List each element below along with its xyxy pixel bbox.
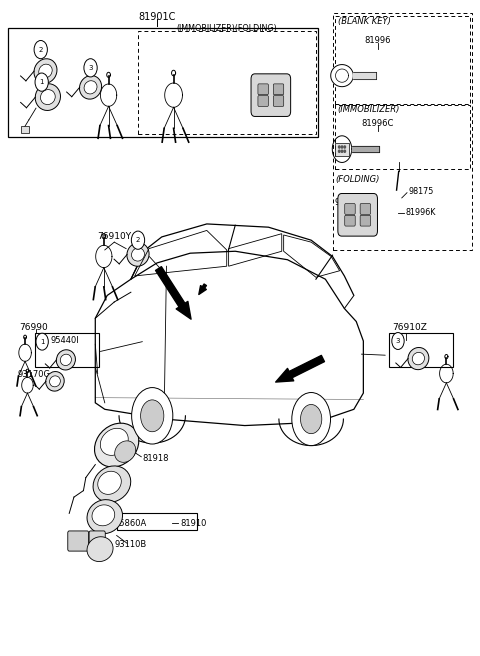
Ellipse shape (87, 500, 122, 533)
FancyBboxPatch shape (338, 194, 377, 236)
Text: 81996K: 81996K (405, 209, 435, 217)
Text: 81919: 81919 (138, 431, 164, 440)
Circle shape (132, 231, 144, 249)
Circle shape (392, 333, 404, 350)
Text: 3: 3 (396, 338, 400, 344)
Bar (138, 31, 316, 134)
Ellipse shape (93, 466, 131, 502)
Ellipse shape (115, 441, 136, 462)
Text: 76910Y: 76910Y (97, 232, 132, 241)
Ellipse shape (46, 371, 64, 391)
Ellipse shape (40, 90, 55, 104)
Circle shape (341, 150, 343, 152)
Text: 1: 1 (40, 338, 45, 344)
Text: 2: 2 (38, 47, 43, 52)
Ellipse shape (35, 84, 60, 110)
Text: 2: 2 (136, 237, 140, 243)
FancyArrowPatch shape (156, 267, 191, 319)
Bar (35, 333, 99, 367)
Ellipse shape (87, 537, 113, 562)
Text: 98175: 98175 (408, 187, 434, 196)
Ellipse shape (60, 354, 72, 365)
Polygon shape (331, 64, 353, 87)
Circle shape (344, 146, 346, 148)
Bar (117, 514, 197, 529)
Circle shape (338, 146, 340, 148)
Ellipse shape (56, 350, 75, 370)
Circle shape (338, 150, 340, 152)
Text: 81910: 81910 (180, 519, 207, 527)
Bar (389, 333, 454, 367)
Bar (21, 127, 29, 133)
FancyBboxPatch shape (273, 84, 284, 94)
FancyBboxPatch shape (345, 215, 355, 226)
Bar (335, 105, 470, 169)
Circle shape (84, 59, 97, 77)
Text: 95760: 95760 (335, 198, 361, 207)
Circle shape (34, 41, 48, 59)
Text: (IMMOBILIZER): (IMMOBILIZER) (338, 105, 400, 114)
Text: 3: 3 (88, 65, 93, 71)
FancyBboxPatch shape (360, 203, 371, 215)
Text: (IMMOBILIZER)(FOLDING): (IMMOBILIZER)(FOLDING) (177, 24, 277, 33)
Text: 76990: 76990 (19, 323, 48, 333)
Text: 1: 1 (39, 79, 44, 85)
Ellipse shape (80, 75, 102, 99)
Ellipse shape (34, 59, 57, 83)
FancyBboxPatch shape (273, 96, 284, 106)
Ellipse shape (98, 471, 121, 495)
FancyBboxPatch shape (360, 215, 371, 226)
Circle shape (141, 400, 164, 432)
Ellipse shape (84, 81, 97, 94)
Text: 76910Z: 76910Z (392, 323, 427, 333)
Circle shape (292, 392, 331, 445)
Ellipse shape (39, 64, 52, 78)
Ellipse shape (127, 243, 149, 266)
Text: 81996: 81996 (364, 36, 391, 45)
FancyBboxPatch shape (68, 531, 89, 551)
FancyBboxPatch shape (258, 84, 268, 94)
FancyBboxPatch shape (89, 531, 105, 548)
Ellipse shape (408, 348, 429, 370)
Ellipse shape (132, 248, 144, 261)
Text: 93170G: 93170G (17, 371, 50, 379)
Text: 81901C: 81901C (138, 12, 176, 22)
Circle shape (35, 73, 48, 91)
FancyBboxPatch shape (345, 203, 355, 215)
Text: 93110B: 93110B (115, 540, 147, 549)
Ellipse shape (49, 376, 60, 387)
Circle shape (344, 150, 346, 152)
Circle shape (132, 388, 173, 444)
Circle shape (300, 405, 322, 434)
Text: 95860A: 95860A (115, 519, 147, 527)
Text: 81918: 81918 (143, 453, 169, 462)
Text: (FOLDING): (FOLDING) (335, 175, 379, 184)
Ellipse shape (412, 352, 424, 365)
Bar (335, 143, 349, 155)
FancyBboxPatch shape (258, 96, 268, 106)
Text: (BLANK KEY): (BLANK KEY) (338, 17, 391, 26)
Text: 81996C: 81996C (361, 119, 394, 128)
Bar (8, 28, 318, 137)
Ellipse shape (92, 505, 115, 526)
Circle shape (36, 333, 48, 350)
FancyBboxPatch shape (251, 74, 291, 117)
Bar (333, 12, 472, 250)
FancyArrowPatch shape (276, 356, 324, 382)
Text: 95440I: 95440I (50, 336, 79, 345)
Bar (335, 16, 470, 104)
Ellipse shape (95, 423, 139, 467)
Circle shape (341, 146, 343, 148)
Ellipse shape (100, 428, 128, 455)
FancyArrowPatch shape (199, 284, 206, 295)
